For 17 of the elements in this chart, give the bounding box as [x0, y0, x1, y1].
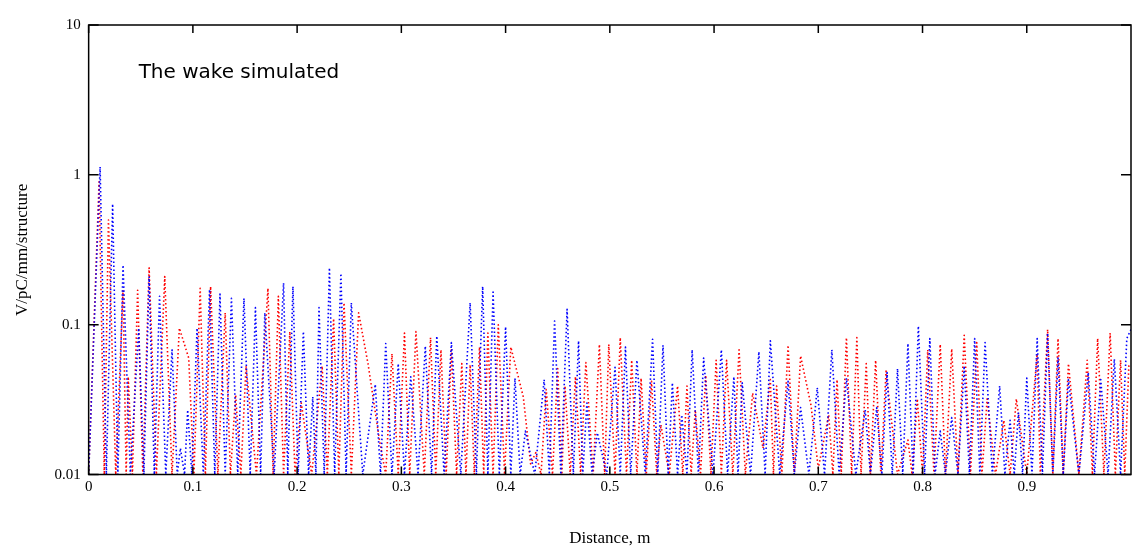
x-tick-label: 0.8 — [913, 477, 932, 494]
y-axis-title: V/pC/mm/structure — [11, 183, 31, 316]
x-axis-title: Distance, m — [569, 528, 651, 548]
y-tick-label: 0.01 — [54, 465, 81, 482]
x-tick-label: 0.9 — [1017, 477, 1037, 494]
x-tick-label: 0.6 — [704, 477, 724, 494]
annotation: The wake simulated — [137, 59, 340, 84]
x-tick-label: 0.4 — [496, 477, 516, 494]
x-tick-label: 0.2 — [287, 477, 307, 494]
y-tick-label: 0.1 — [61, 315, 81, 332]
y-tick-label: 1 — [73, 165, 81, 182]
x-tick-label: 0.3 — [391, 477, 411, 494]
y-tick-label: 10 — [65, 15, 81, 32]
x-tick-label: 0.1 — [183, 477, 203, 494]
x-tick-label: 0.5 — [600, 477, 620, 494]
x-tick-label: 0 — [84, 477, 93, 494]
x-tick-label: 0.7 — [808, 477, 829, 494]
